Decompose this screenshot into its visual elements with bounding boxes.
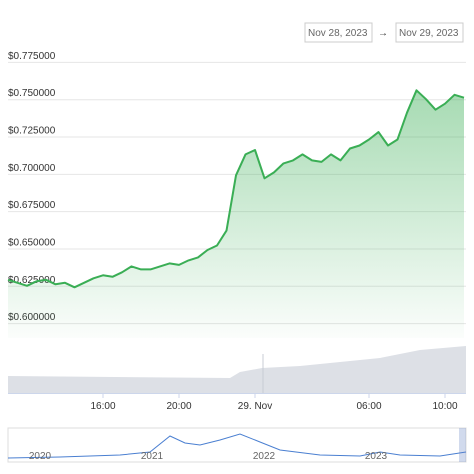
navigator-line: [7, 433, 467, 459]
y-tick-label: $0.750000: [8, 88, 56, 99]
navigator-label: 2020: [29, 451, 52, 462]
navigator-label: 2022: [253, 451, 276, 462]
x-tick-label: 29. Nov: [238, 401, 272, 412]
volume-area: [8, 346, 466, 393]
y-tick-label: $0.675000: [8, 200, 56, 211]
navigator-selection[interactable]: [459, 428, 466, 462]
date-to-input[interactable]: [395, 22, 464, 43]
date-to: Nov 29, 2023: [399, 28, 459, 39]
x-tick-label: 10:00: [432, 401, 457, 412]
navigator-label: 2023: [365, 451, 388, 462]
date-from: Nov 28, 2023: [308, 28, 368, 39]
date-separator: →: [378, 28, 388, 39]
y-tick-label: $0.775000: [8, 51, 56, 62]
y-tick-label: $0.625000: [8, 275, 56, 286]
date-from-input[interactable]: [304, 22, 373, 43]
x-tick-label: 16:00: [90, 401, 115, 412]
y-tick-label: $0.725000: [8, 126, 56, 137]
price-line: [7, 89, 465, 289]
x-tick-label: 20:00: [166, 401, 191, 412]
navigator-label: 2021: [141, 451, 164, 462]
y-tick-label: $0.700000: [8, 163, 56, 174]
area-fill: [8, 90, 464, 338]
x-tick-label: 06:00: [356, 401, 381, 412]
y-tick-label: $0.650000: [8, 237, 56, 248]
